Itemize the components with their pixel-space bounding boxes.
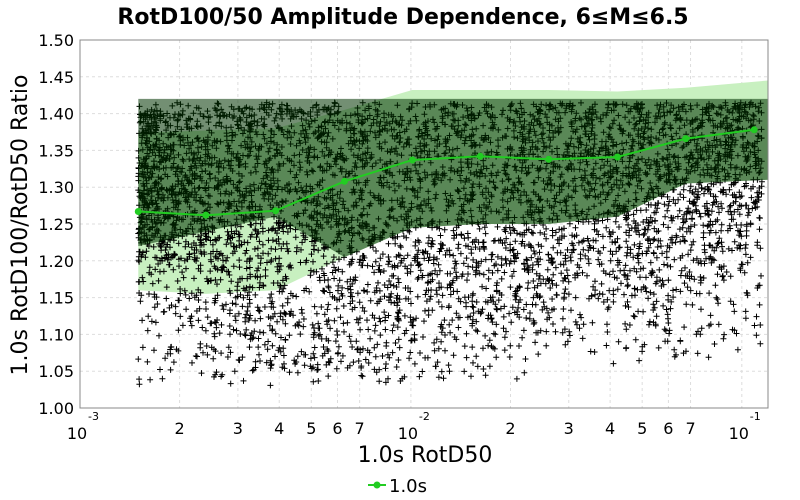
x-tick-label: 10	[67, 424, 87, 443]
legend: 1.0s	[368, 476, 427, 497]
x-minor-tick-label: 3	[233, 419, 243, 438]
x-minor-tick-label: 7	[685, 419, 695, 438]
y-tick-label: 1.40	[38, 105, 74, 124]
y-tick-label: 1.25	[38, 215, 74, 234]
series-point	[272, 207, 280, 215]
series-point	[613, 153, 621, 161]
series-point	[341, 177, 349, 185]
series-point	[476, 152, 484, 160]
y-tick-label: 1.20	[38, 252, 74, 271]
plot-frame	[79, 39, 769, 409]
y-axis-label: 1.0s RotD100/RotD50 Ratio	[8, 75, 33, 376]
x-minor-tick-label: 4	[274, 419, 284, 438]
x-tick-exponent: -2	[419, 410, 430, 423]
y-axis-ticks: 1.00 1.05 1.10 1.15 1.20 1.25 1.30 1.35 1.40 1.45…	[38, 31, 74, 418]
series-1-0s-line	[138, 128, 755, 217]
x-tick-label: 10	[398, 424, 418, 443]
x-minor-tick-label: 5	[637, 419, 647, 438]
x-axis-ticks: 10-310-210-12 3 4 5 6 7 2 3 4 5 6 7	[67, 410, 761, 443]
series-point	[134, 207, 142, 215]
series-line	[134, 126, 758, 219]
legend-marker	[373, 481, 381, 489]
x-minor-tick-label: 2	[175, 419, 185, 438]
y-tick-label: 1.30	[38, 178, 74, 197]
y-tick-label: 1.35	[38, 141, 74, 160]
x-minor-tick-label: 2	[505, 419, 515, 438]
y-tick-label: 1.00	[38, 399, 74, 418]
series-point	[545, 155, 553, 163]
series-point	[202, 211, 210, 219]
series-point	[408, 156, 416, 164]
y-tick-label: 1.45	[38, 68, 74, 87]
y-tick-label: 1.15	[38, 289, 74, 308]
chart-title: RotD100/50 Amplitude Dependence, 6≤M≤6.5	[117, 5, 688, 30]
x-tick-label: 10	[729, 424, 749, 443]
y-tick-label: 1.50	[38, 31, 74, 50]
confidence-band-inner	[138, 98, 769, 258]
x-tick-exponent: -3	[88, 410, 99, 423]
y-tick-label: 1.05	[38, 362, 74, 381]
x-minor-tick-label: 5	[306, 419, 316, 438]
series-point	[750, 126, 758, 134]
band-inner-area	[138, 98, 769, 258]
x-minor-tick-label: 7	[355, 419, 365, 438]
y-tick-label: 1.10	[38, 325, 74, 344]
x-minor-tick-label: 4	[605, 419, 615, 438]
x-tick-exponent: -1	[750, 410, 761, 423]
x-minor-tick-label: 3	[564, 419, 574, 438]
x-minor-tick-label: 6	[663, 419, 673, 438]
x-minor-tick-label: 6	[332, 419, 342, 438]
legend-label: 1.0s	[389, 476, 427, 497]
x-axis-label: 1.0s RotD50	[358, 443, 493, 468]
series-point	[682, 135, 690, 143]
